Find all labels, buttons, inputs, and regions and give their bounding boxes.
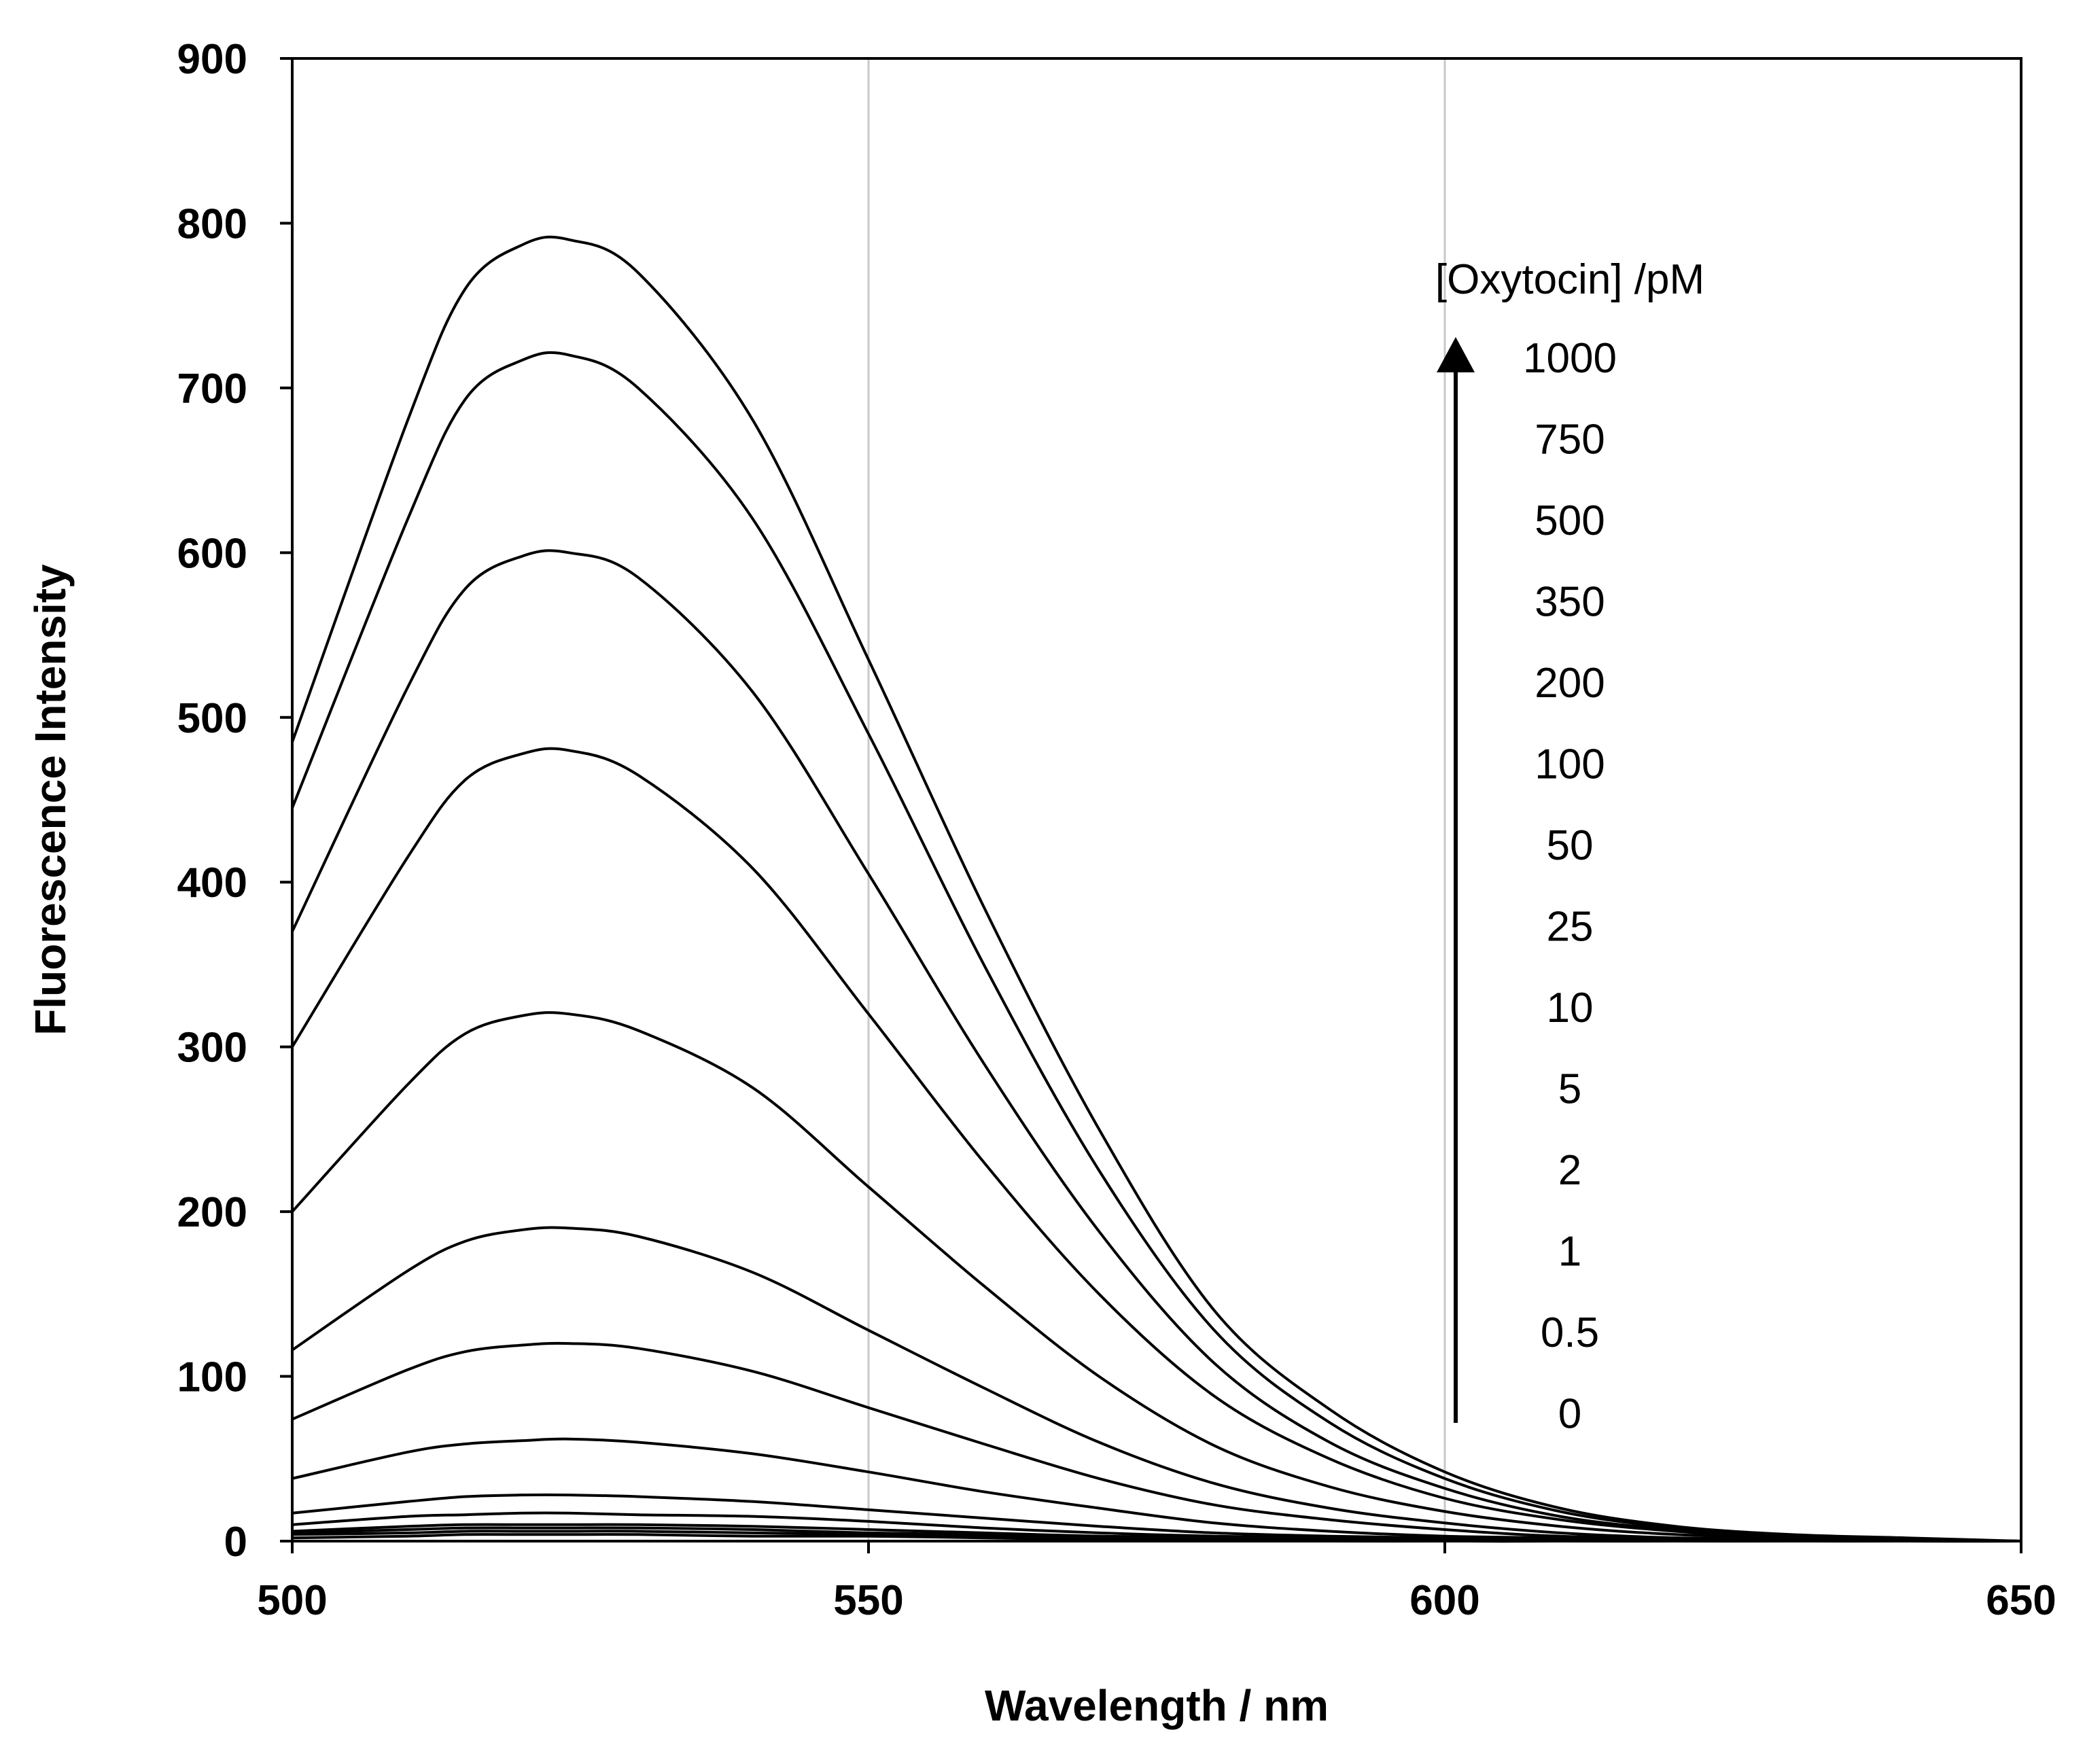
y-tick-label-4: 400 [177, 860, 247, 906]
legend-label-10: 2 [1558, 1147, 1581, 1194]
gridlines [867, 58, 1446, 1541]
legend-label-13: 0 [1558, 1391, 1581, 1438]
y-tick-label-6: 600 [177, 530, 247, 577]
x-tick-label-3: 650 [1986, 1577, 2056, 1624]
axis-ticks [280, 57, 2022, 1553]
y-tick-label-5: 500 [177, 695, 247, 742]
legend-label-12: 0.5 [1541, 1309, 1599, 1356]
y-tick-label-0: 0 [224, 1519, 247, 1566]
legend-label-0: 1000 [1523, 335, 1617, 382]
legend-label-9: 5 [1558, 1066, 1581, 1113]
legend-label-1: 750 [1535, 417, 1605, 463]
series-line-500 [291, 549, 2022, 1542]
y-tick-label-8: 800 [177, 200, 247, 247]
y-tick-label-7: 700 [177, 366, 247, 412]
legend-title: [Oxytocin] /pM [1435, 256, 1704, 303]
legend: [Oxytocin] /pM 1000750500350200100502510… [1435, 256, 1704, 1438]
legend-label-2: 500 [1535, 497, 1605, 544]
legend-arrow [1437, 337, 1475, 1423]
y-tick-labels: 0 100 200 300 400 500 600 700 800 900 [177, 36, 247, 1566]
legend-label-7: 25 [1547, 904, 1594, 951]
series-line-750 [291, 351, 2022, 1542]
series-line-350 [291, 747, 2022, 1542]
y-tick-label-2: 200 [177, 1189, 247, 1236]
legend-label-3: 350 [1535, 579, 1605, 626]
x-tick-label-0: 500 [257, 1577, 327, 1624]
y-tick-label-3: 300 [177, 1025, 247, 1072]
y-axis-title: Fluorescence Intensity [26, 564, 75, 1036]
legend-label-5: 100 [1535, 741, 1605, 788]
series-line-50 [291, 1341, 2022, 1543]
x-tick-label-2: 600 [1409, 1577, 1479, 1624]
legend-label-6: 50 [1547, 822, 1594, 869]
y-tick-label-1: 100 [177, 1354, 247, 1401]
series-line-200 [291, 1011, 2022, 1542]
series-line-1000 [291, 235, 2022, 1542]
legend-label-8: 10 [1547, 985, 1594, 1031]
legend-label-11: 1 [1558, 1229, 1581, 1275]
x-tick-label-1: 550 [833, 1577, 903, 1624]
legend-labels: 1000 750 500 350 200 100 50 25 10 5 2 1 0.5 0 [1523, 335, 1617, 1438]
plot-frame [291, 57, 2022, 1542]
y-tick-label-9: 900 [177, 36, 247, 83]
x-axis-title: Wavelength / nm [985, 1681, 1329, 1730]
legend-arrow-head [1437, 337, 1475, 372]
x-tick-labels: 500 550 600 650 [257, 1577, 2056, 1624]
legend-label-4: 200 [1535, 660, 1605, 707]
